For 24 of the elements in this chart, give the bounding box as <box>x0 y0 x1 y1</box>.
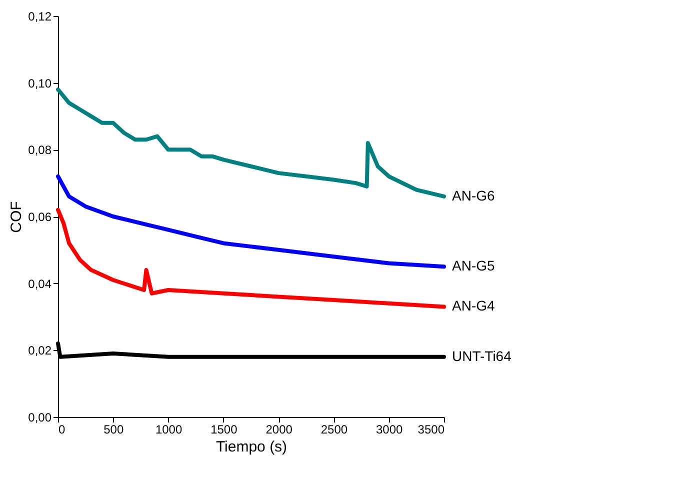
y-tick-label: 0,10 <box>28 76 52 90</box>
x-tick-label: 1000 <box>155 422 182 436</box>
y-tick-label: 0,08 <box>28 143 52 158</box>
x-tick-label: 2000 <box>266 422 293 436</box>
x-tick-label: 0 <box>58 422 66 436</box>
x-tick-label: 3000 <box>376 422 404 436</box>
x-tick-label: 2500 <box>320 422 348 436</box>
y-tick-label: 0,00 <box>28 410 52 424</box>
series-label: AN-G6 <box>452 187 495 204</box>
line-series <box>56 88 446 198</box>
x-tick-label: 500 <box>104 422 124 436</box>
line-series <box>56 174 446 269</box>
y-tick-label: 0,02 <box>28 344 52 358</box>
x-tick-label: 1500 <box>210 422 238 436</box>
series-label: UNT-Ti64 <box>452 348 512 364</box>
x-tick-label: 3500 <box>418 422 445 436</box>
y-tick-label: 0,06 <box>28 210 52 224</box>
y-axis-title: COF <box>8 201 26 233</box>
y-tick-label: 0,04 <box>28 276 52 291</box>
x-axis-title: Tiempo (s) <box>216 438 288 456</box>
y-tick-label: 0,12 <box>28 10 52 24</box>
series-label: AN-G4 <box>452 298 495 314</box>
series-label: AN-G5 <box>452 258 495 274</box>
line-series <box>56 208 446 309</box>
